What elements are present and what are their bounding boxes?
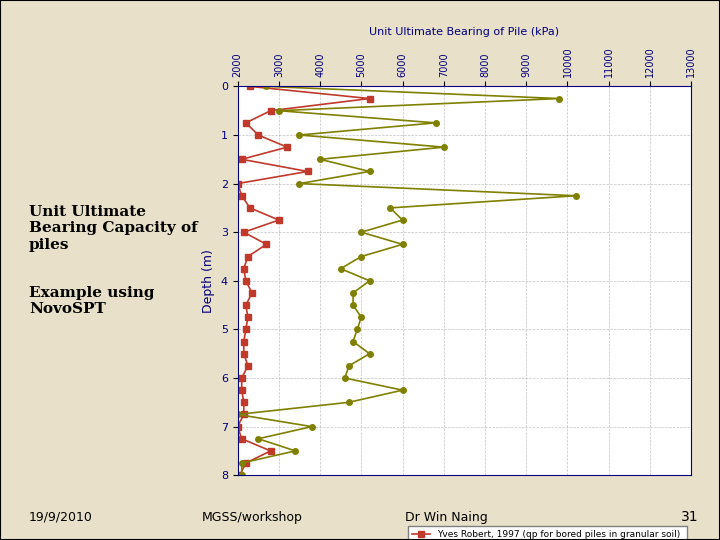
Text: 31: 31 [681, 510, 698, 524]
X-axis label: Unit Ultimate Bearing of Pile (kPa): Unit Ultimate Bearing of Pile (kPa) [369, 27, 559, 37]
Legend: Yves Robert, 1997 (qp for bored piles in granular soil), Yves Robert, 1997 (qp f: Yves Robert, 1997 (qp for bored piles in… [408, 526, 687, 540]
Text: Example using
NovoSPT: Example using NovoSPT [29, 286, 154, 316]
Y-axis label: Depth (m): Depth (m) [202, 249, 215, 313]
Text: Unit Ultimate
Bearing Capacity of
piles: Unit Ultimate Bearing Capacity of piles [29, 205, 197, 252]
Text: Dr Win Naing: Dr Win Naing [405, 511, 487, 524]
Text: MGSS/workshop: MGSS/workshop [202, 511, 302, 524]
Text: 19/9/2010: 19/9/2010 [29, 511, 93, 524]
